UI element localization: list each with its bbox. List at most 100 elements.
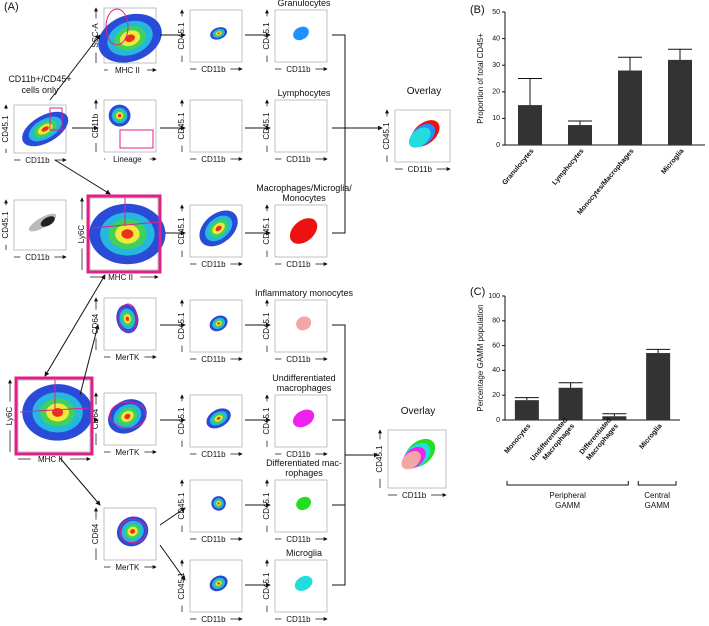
panel-label: (B) — [470, 4, 485, 16]
cell-population — [125, 316, 130, 322]
x-axis-label: CD11b — [25, 156, 50, 165]
x-axis-label: CD11b — [286, 615, 311, 624]
flow-plot: CD45.1 CD11b — [177, 99, 243, 164]
x-axis-label: MHC II — [38, 455, 63, 464]
flow-plot: CD64 MerTK — [91, 297, 157, 362]
flow-plot: CD45.1 CD11b — [177, 299, 243, 364]
plot-title: Monocytes — [282, 193, 326, 203]
flow-plot: Ly6C MHC II — [5, 379, 93, 464]
bar — [618, 70, 642, 145]
flow-plot: CD45.1 CD11b — [1, 199, 67, 262]
connector — [332, 34, 346, 234]
cell-population — [408, 127, 431, 148]
y-axis-label: CD45.1 — [1, 211, 10, 239]
plot-title: rophages — [285, 468, 323, 478]
gate — [119, 518, 147, 544]
x-tick-label: DifferentiatedMacrophages — [579, 417, 620, 462]
y-axis-label: CD45.1 — [262, 312, 271, 340]
x-axis-label: CD11b — [201, 155, 226, 164]
flow-plot: CD11b Lineage — [91, 99, 157, 164]
y-tick-label: 20 — [492, 89, 500, 96]
flow-plot: CD45.1 CD11b — [1, 104, 69, 165]
x-axis-label: CD11b — [286, 155, 311, 164]
x-tick-label: Lymphocytes — [551, 148, 585, 187]
cell-population — [130, 529, 136, 534]
arrow — [44, 274, 106, 377]
flow-plot: CD45.1 CD11b — [382, 109, 451, 174]
y-axis-label: CD45.1 — [262, 492, 271, 520]
error-bar — [518, 78, 542, 106]
cell-population — [217, 322, 221, 325]
plot-title: Microglia — [286, 548, 322, 558]
cell-population — [296, 316, 312, 331]
y-tick-label: 40 — [492, 35, 500, 42]
y-axis-label: Ly6C — [77, 225, 86, 244]
x-axis-label: MerTK — [115, 353, 140, 362]
cell-population — [215, 225, 222, 232]
flow-plot: Ly6C MHC II — [77, 197, 166, 282]
y-axis-title: Percentage GAMM population — [476, 304, 485, 411]
gate-note: cells only — [21, 85, 59, 95]
error-bar — [558, 382, 583, 388]
gate-note: CD11b+/CD45+ — [8, 74, 71, 84]
panel-label: (C) — [470, 286, 485, 298]
y-tick-label: 20 — [492, 392, 500, 399]
cell-population — [40, 216, 55, 227]
cell-population — [217, 32, 220, 35]
bar — [602, 416, 627, 420]
arrow — [59, 457, 101, 506]
cell-population — [289, 218, 318, 244]
plot-title: Macrophages/Microglia/ — [256, 183, 352, 193]
group-label: Peripheral — [549, 491, 586, 500]
x-axis-label: CD11b — [201, 615, 226, 624]
x-axis-label: CD11b — [25, 253, 50, 262]
x-axis-label: CD11b — [286, 65, 311, 74]
y-axis-label: CD45.1 — [262, 22, 271, 50]
y-axis-label: CD45.1 — [177, 492, 186, 520]
error-bar — [568, 120, 592, 126]
bar — [558, 387, 583, 420]
error-bar — [514, 397, 539, 401]
plot-title: macrophages — [277, 383, 332, 393]
flow-plot: CD45.1 CD11b Inflammatory monocytes — [255, 288, 354, 364]
cell-population — [217, 582, 221, 585]
plot-title: Inflammatory monocytes — [255, 288, 354, 298]
cell-population — [293, 26, 309, 41]
panel-label: (A) — [4, 1, 19, 13]
y-axis-label: CD45.1 — [177, 572, 186, 600]
group-label: Central — [644, 491, 670, 500]
y-axis-label: CD45.1 — [177, 217, 186, 245]
y-axis-label: CD45.1 — [262, 217, 271, 245]
x-tick-label: Granulocytes — [501, 148, 535, 187]
y-axis-label: CD64 — [91, 523, 100, 544]
gate — [49, 107, 63, 131]
arrow — [49, 34, 101, 101]
y-tick-label: 30 — [492, 62, 500, 69]
error-bar — [646, 348, 671, 354]
flow-plot: CD45.1 CD11b Granulocytes — [262, 0, 331, 74]
overlay-title: Overlay — [407, 86, 441, 97]
group-bracket — [637, 481, 677, 486]
arrow — [54, 159, 111, 195]
gate — [14, 376, 94, 456]
x-axis-label: CD11b — [286, 355, 311, 364]
error-bar — [618, 56, 642, 71]
x-axis-label: CD11b — [286, 450, 311, 459]
y-tick-label: 50 — [492, 9, 500, 16]
y-tick-label: 0 — [496, 417, 500, 424]
gate — [105, 8, 129, 46]
cell-population — [292, 409, 315, 428]
y-axis-label: CD45.1 — [177, 22, 186, 50]
x-axis-label: CD11b — [286, 535, 311, 544]
x-axis-label: CD11b — [286, 260, 311, 269]
flow-plot: CD45.1 CD11b — [177, 9, 243, 74]
cell-population — [216, 416, 221, 420]
x-axis-label: CD11b — [201, 260, 226, 269]
y-axis-label: CD45.1 — [262, 572, 271, 600]
x-axis-label: MHC II — [115, 66, 140, 75]
cell-population — [121, 229, 134, 239]
cell-population — [296, 496, 312, 511]
arrow — [159, 544, 186, 581]
